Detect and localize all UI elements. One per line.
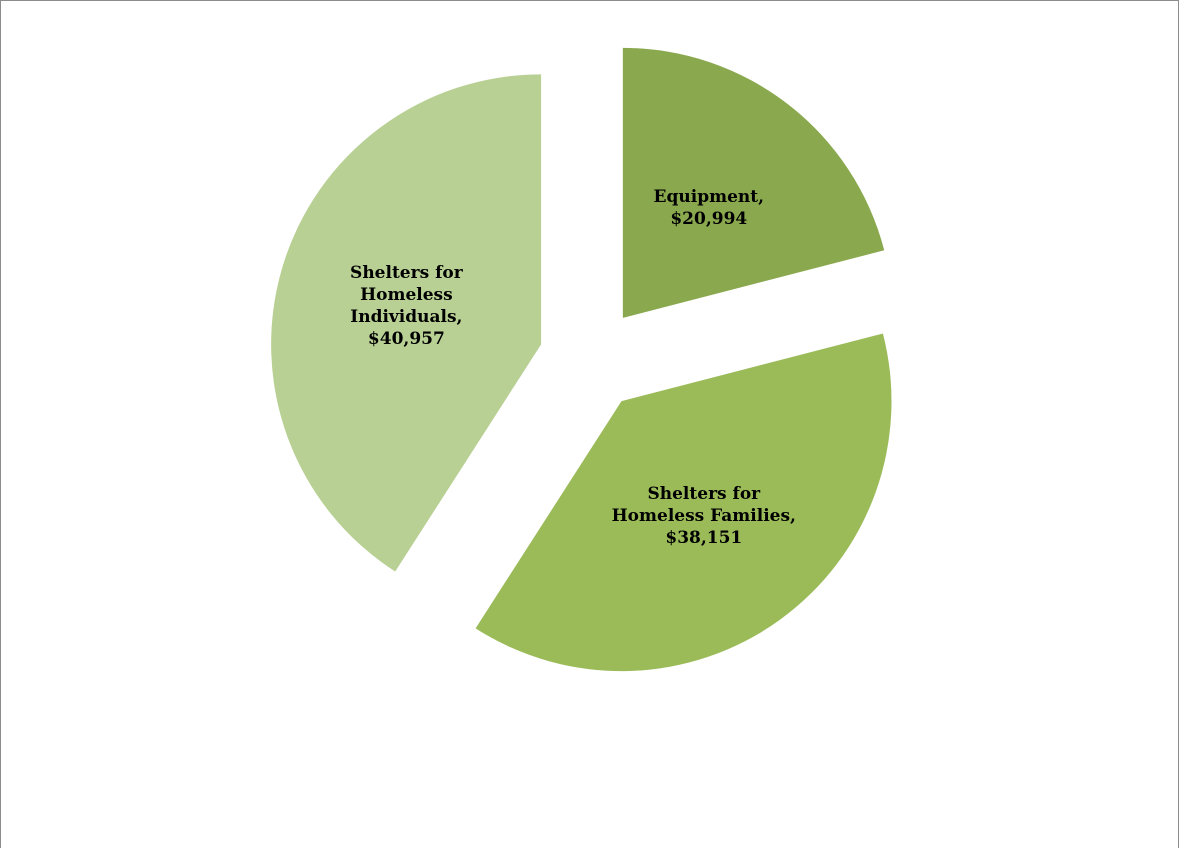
pie-slice-2 bbox=[271, 74, 542, 572]
slice-label-line: Individuals, bbox=[350, 307, 462, 327]
slice-label-line: Homeless Families, bbox=[612, 506, 796, 526]
slice-label-0: Equipment, $20,994 bbox=[654, 187, 764, 229]
slice-label-line: Homeless bbox=[360, 285, 453, 305]
pie-slice-1 bbox=[475, 333, 892, 672]
slice-label-line: $38,151 bbox=[665, 528, 742, 548]
slice-label-1: Shelters for Homeless Families, $38,151 bbox=[612, 484, 796, 548]
slice-label-line: $40,957 bbox=[368, 329, 445, 349]
slice-label-2: Shelters for Homeless Individuals, $40,957 bbox=[350, 263, 464, 349]
pie-slice-0 bbox=[622, 47, 885, 318]
slice-label-line: Shelters for bbox=[350, 263, 464, 283]
slice-label-line: Equipment, bbox=[654, 187, 764, 207]
slice-label-line: Shelters for bbox=[647, 484, 761, 504]
slice-label-line: $20,994 bbox=[670, 209, 747, 229]
